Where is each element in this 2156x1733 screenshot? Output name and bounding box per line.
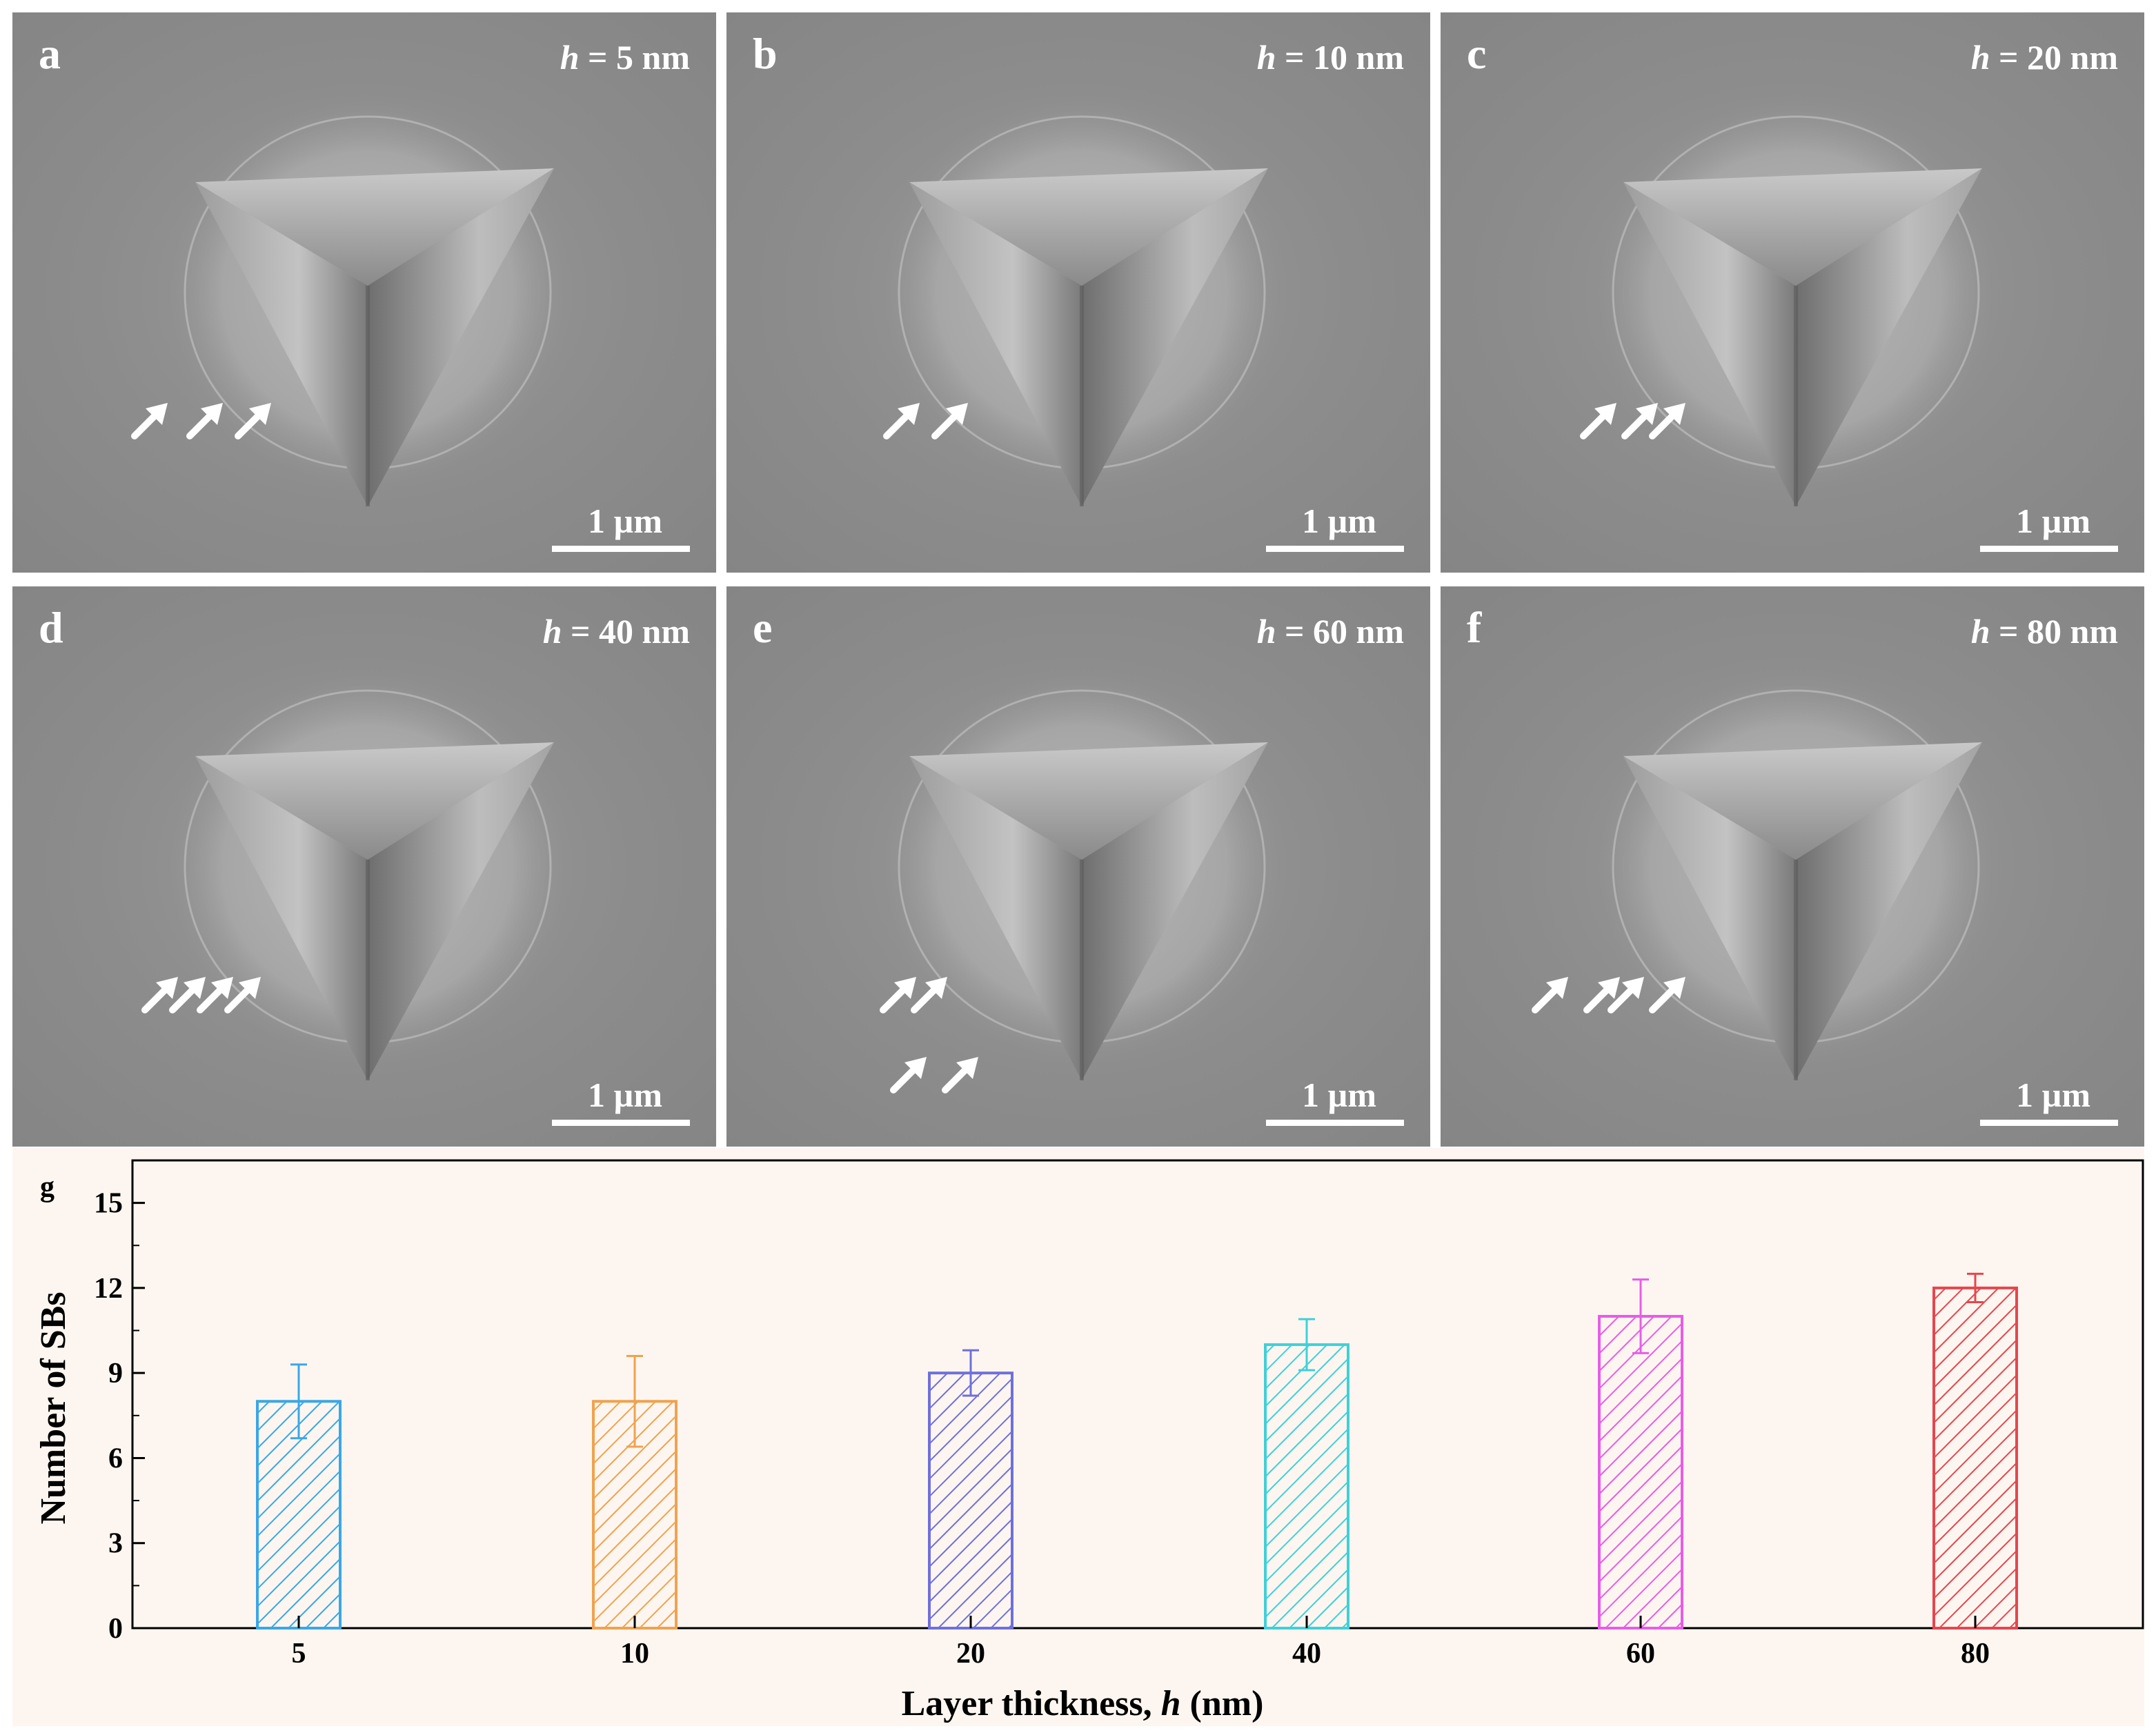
scale-bar bbox=[1980, 1120, 2118, 1126]
arrow-icon bbox=[931, 403, 968, 439]
indent-image bbox=[875, 92, 1289, 506]
indent-image bbox=[875, 666, 1289, 1093]
x-tick-label: 20 bbox=[956, 1638, 985, 1670]
thickness-label: h = 20 nm bbox=[1971, 40, 2118, 75]
x-tick-label: 80 bbox=[1961, 1638, 1990, 1670]
y-axis-title: Number of SBs bbox=[34, 1291, 73, 1524]
sem-panel-c: c h = 20 nm 1 µm bbox=[1441, 12, 2144, 573]
y-tick-label: 6 bbox=[108, 1443, 123, 1474]
x-axis-title: Layer thickness, h (nm) bbox=[902, 1684, 1264, 1723]
arrow-icon bbox=[131, 403, 168, 439]
thickness-label: h = 80 nm bbox=[1971, 614, 2118, 648]
thickness-value: = 60 nm bbox=[1276, 612, 1404, 651]
sem-panel-a: a h = 5 nm 1 µm bbox=[12, 12, 716, 573]
scale-bar-label: 1 µm bbox=[2016, 1076, 2090, 1114]
scale-bar-label: 1 µm bbox=[2016, 502, 2090, 540]
thickness-value: = 10 nm bbox=[1276, 38, 1404, 77]
scale-bar-label: 1 µm bbox=[1302, 502, 1376, 540]
panel-label: c bbox=[1467, 29, 1487, 78]
sem-panel-d: d h = 40 nm 1 µm bbox=[12, 586, 716, 1147]
arrow-icon bbox=[1649, 403, 1685, 439]
panel-label: g bbox=[40, 1171, 55, 1203]
arrow-icon bbox=[1532, 977, 1568, 1013]
arrow-icon bbox=[883, 403, 920, 439]
chart-g: 0 3 6 9 12 15 5 10 20 40 60 80 g Layer thickness, h (… bbox=[12, 1148, 2144, 1726]
thickness-label: h = 10 nm bbox=[1257, 40, 1404, 75]
arrow-icon bbox=[890, 1057, 927, 1093]
arrow-icon bbox=[1621, 403, 1658, 439]
sem-panel-e: e h = 60 nm 1 µm bbox=[726, 586, 1430, 1147]
arrow-icon bbox=[186, 403, 223, 439]
sem-panel-b: b h = 10 nm 1 µm bbox=[726, 12, 1430, 573]
thickness-label: h = 60 nm bbox=[1257, 614, 1404, 648]
arrow-icon bbox=[141, 977, 178, 1013]
thickness-value: = 5 nm bbox=[579, 38, 690, 77]
scale-bar bbox=[552, 546, 690, 552]
thickness-var: h bbox=[1256, 38, 1276, 77]
panel-label: d bbox=[39, 603, 63, 652]
scale-bar bbox=[552, 1120, 690, 1126]
panel-label: a bbox=[39, 29, 61, 78]
scale-bar bbox=[1266, 1120, 1404, 1126]
scale-bar-label: 1 µm bbox=[1302, 1076, 1376, 1114]
x-tick-label: 5 bbox=[292, 1638, 306, 1670]
arrow-icon bbox=[1580, 403, 1616, 439]
thickness-var: h bbox=[1970, 612, 1990, 651]
arrow-icon bbox=[1608, 977, 1644, 1013]
thickness-var: h bbox=[542, 612, 562, 651]
arrow-icon bbox=[911, 977, 947, 1013]
thickness-value: = 80 nm bbox=[1990, 612, 2118, 651]
x-axis-title-suffix: (nm) bbox=[1181, 1684, 1264, 1723]
scale-bar bbox=[1266, 546, 1404, 552]
indent-image bbox=[1580, 92, 2003, 506]
arrow-icon bbox=[235, 403, 271, 439]
x-axis-title-var: h bbox=[1161, 1684, 1181, 1723]
indent-image bbox=[131, 92, 575, 506]
thickness-value: = 20 nm bbox=[1990, 38, 2118, 77]
thickness-var: h bbox=[560, 38, 580, 77]
y-tick-label: 12 bbox=[94, 1273, 123, 1305]
indent-image bbox=[141, 666, 575, 1080]
panel-label: f bbox=[1467, 603, 1482, 652]
arrow-icon bbox=[224, 977, 261, 1013]
indent-image bbox=[1532, 666, 2003, 1080]
bar bbox=[1932, 1286, 2018, 1630]
arrow-icon bbox=[197, 977, 233, 1013]
sem-panel-f: f h = 80 nm 1 µm bbox=[1441, 586, 2144, 1147]
y-tick-label: 15 bbox=[94, 1188, 123, 1220]
thickness-var: h bbox=[1256, 612, 1276, 651]
arrow-icon bbox=[169, 977, 206, 1013]
bar bbox=[928, 1371, 1013, 1630]
scale-bar-label: 1 µm bbox=[588, 1076, 662, 1114]
bar bbox=[1598, 1315, 1683, 1630]
x-tick-label: 40 bbox=[1292, 1638, 1321, 1670]
thickness-label: h = 5 nm bbox=[560, 40, 690, 75]
panel-label: b bbox=[753, 29, 778, 78]
thickness-value: = 40 nm bbox=[562, 612, 690, 651]
bar bbox=[1264, 1343, 1349, 1630]
arrow-icon bbox=[1649, 977, 1685, 1013]
thickness-var: h bbox=[1970, 38, 1990, 77]
thickness-label: h = 40 nm bbox=[543, 614, 690, 648]
scale-bar-label: 1 µm bbox=[588, 502, 662, 540]
plot-frame bbox=[131, 1159, 2144, 1630]
arrow-icon bbox=[942, 1057, 978, 1093]
arrow-icon bbox=[1583, 977, 1620, 1013]
y-tick-label: 9 bbox=[108, 1358, 123, 1389]
panel-label: e bbox=[753, 603, 773, 652]
y-tick-label: 3 bbox=[108, 1528, 123, 1560]
bar-chart: 0 3 6 9 12 15 5 10 20 40 60 80 g Layer thickness, h (… bbox=[34, 1159, 2144, 1723]
x-axis-title-prefix: Layer thickness, bbox=[902, 1684, 1161, 1723]
x-tick-label: 60 bbox=[1626, 1638, 1655, 1670]
scale-bar bbox=[1980, 546, 2118, 552]
arrow-icon bbox=[880, 977, 916, 1013]
x-tick-label: 10 bbox=[620, 1638, 649, 1670]
y-tick-label: 0 bbox=[108, 1613, 123, 1645]
